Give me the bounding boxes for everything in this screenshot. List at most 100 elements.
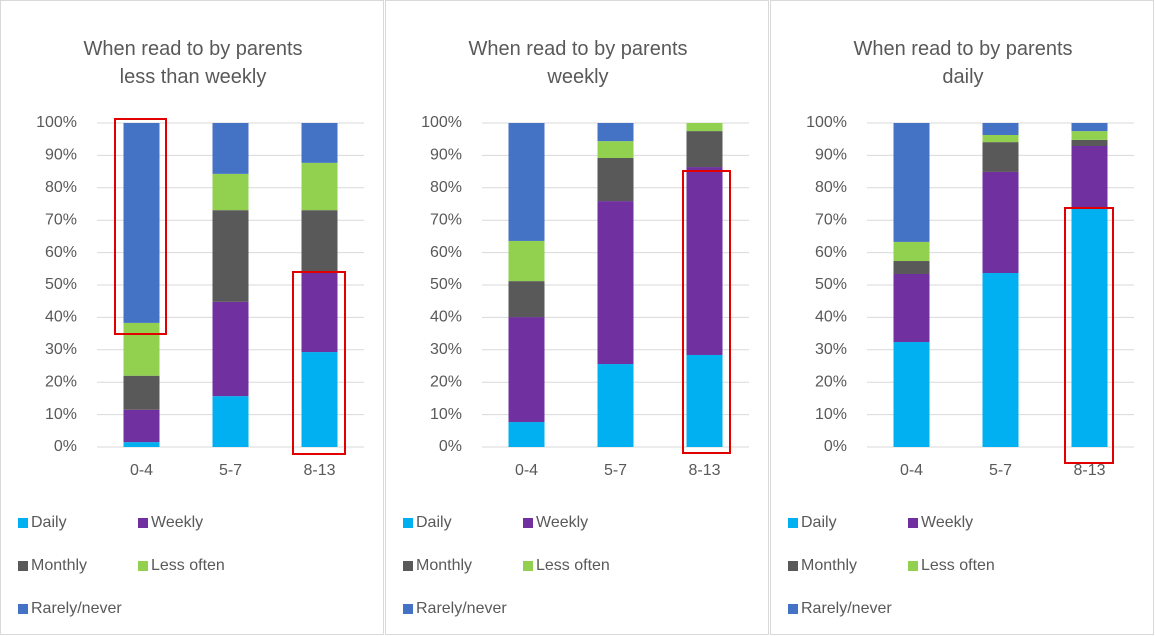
legend-label: Less often	[536, 557, 610, 574]
legend-swatch	[523, 518, 533, 528]
bar-segment	[686, 354, 723, 447]
y-tick-label: 20%	[430, 373, 462, 390]
legend-swatch	[403, 518, 413, 528]
legend-swatch	[18, 561, 28, 571]
bar-segment	[686, 123, 723, 132]
legend-label: Less often	[151, 557, 225, 574]
bar-segment	[301, 123, 338, 163]
y-tick-label: 40%	[430, 309, 462, 326]
y-tick-label: 50%	[430, 276, 462, 293]
bar-segment	[1071, 208, 1108, 447]
legend-swatch	[403, 561, 413, 571]
legend-label: Weekly	[151, 514, 203, 531]
bar-segment	[508, 240, 545, 282]
bar-segment	[508, 123, 545, 241]
bar-segment	[597, 157, 634, 202]
y-tick-label: 60%	[45, 244, 77, 261]
y-tick-label: 0%	[54, 438, 77, 455]
y-tick-label: 70%	[815, 211, 847, 228]
legend-label: Rarely/never	[416, 600, 507, 617]
y-tick-label: 0%	[824, 438, 847, 455]
y-tick-label: 70%	[45, 211, 77, 228]
legend-swatch	[138, 561, 148, 571]
legend-label: Weekly	[536, 514, 588, 531]
chart-panel: When read to by parents daily 0% 10% 20% 30…	[770, 0, 1154, 635]
bar-segment	[1071, 146, 1108, 209]
bar-segment	[123, 409, 160, 443]
highlight-box	[682, 170, 731, 454]
x-tick-label: 5-7	[219, 462, 242, 479]
bar-segment	[212, 123, 249, 174]
y-tick-label: 70%	[430, 211, 462, 228]
bar-segment	[893, 261, 930, 274]
bar-segment	[982, 273, 1019, 447]
y-tick-label: 50%	[45, 276, 77, 293]
legend-label: Daily	[31, 514, 67, 531]
legend-label: Daily	[416, 514, 452, 531]
bar-segment	[1071, 123, 1108, 132]
bar-segment	[597, 364, 634, 447]
bar-segment	[508, 317, 545, 423]
chart: 0% 10% 20% 30% 40% 50% 60% 70% 80% 90% 100% 0-4 5-7 8…	[18, 114, 364, 617]
chart-title: When read to by parents less than weekly	[83, 38, 303, 88]
highlight-box	[292, 271, 346, 455]
bar-segment	[982, 134, 1019, 143]
bar-segment	[597, 123, 634, 142]
legend-label: Weekly	[921, 514, 973, 531]
highlight-box	[1064, 207, 1114, 464]
y-tick-label: 100%	[421, 114, 462, 131]
legend-label: Monthly	[801, 557, 857, 574]
bar-segment	[123, 442, 160, 447]
y-tick-label: 90%	[430, 147, 462, 164]
x-tick-label: 5-7	[604, 462, 627, 479]
legend-label: Rarely/never	[801, 600, 892, 617]
chart: 0% 10% 20% 30% 40% 50% 60% 70% 80% 90% 100% 0-4 5-7 8…	[403, 114, 749, 617]
chart-panel: When read to by parents weekly 0% 10% 20% 3…	[385, 0, 769, 635]
x-tick-label: 8-13	[303, 462, 335, 479]
bar-segment	[982, 171, 1019, 274]
legend-swatch	[788, 518, 798, 528]
chart-panel: When read to by parents less than weekly…	[0, 0, 384, 635]
x-tick-label: 5-7	[989, 462, 1012, 479]
bar-segment	[686, 167, 723, 355]
bar-segment	[597, 141, 634, 158]
bar-segment	[212, 210, 249, 302]
legend-swatch	[403, 604, 413, 614]
x-tick-label: 8-13	[1073, 462, 1105, 479]
y-tick-label: 40%	[815, 309, 847, 326]
x-tick-label: 0-4	[900, 462, 923, 479]
legend-swatch	[908, 561, 918, 571]
y-tick-label: 30%	[815, 341, 847, 358]
x-tick-label: 8-13	[688, 462, 720, 479]
bar-segment	[212, 396, 249, 447]
legend-label: Monthly	[31, 557, 87, 574]
y-tick-label: 30%	[45, 341, 77, 358]
bar-segment	[212, 301, 249, 397]
x-tick-label: 0-4	[515, 462, 538, 479]
y-tick-label: 100%	[36, 114, 77, 131]
bar-segment	[301, 162, 338, 211]
legend-swatch	[138, 518, 148, 528]
bar-segment	[686, 131, 723, 168]
bar-segment	[301, 210, 338, 273]
bar-segment	[893, 241, 930, 262]
legend-swatch	[18, 518, 28, 528]
y-tick-label: 20%	[45, 373, 77, 390]
chart: 0% 10% 20% 30% 40% 50% 60% 70% 80% 90% 100% 0-4 5-7 8…	[788, 114, 1134, 617]
chart-title: When read to by parents daily	[853, 38, 1073, 88]
y-tick-label: 10%	[815, 406, 847, 423]
highlight-box	[114, 118, 167, 335]
bar-segment	[123, 375, 160, 410]
y-tick-label: 10%	[430, 406, 462, 423]
y-tick-label: 20%	[815, 373, 847, 390]
y-tick-label: 80%	[45, 179, 77, 196]
legend-swatch	[788, 604, 798, 614]
y-tick-label: 90%	[45, 147, 77, 164]
y-tick-label: 50%	[815, 276, 847, 293]
bar-segment	[893, 123, 930, 242]
y-tick-label: 30%	[430, 341, 462, 358]
bar-segment	[1071, 139, 1108, 147]
legend-swatch	[18, 604, 28, 614]
y-tick-label: 60%	[430, 244, 462, 261]
bar-segment	[893, 273, 930, 343]
